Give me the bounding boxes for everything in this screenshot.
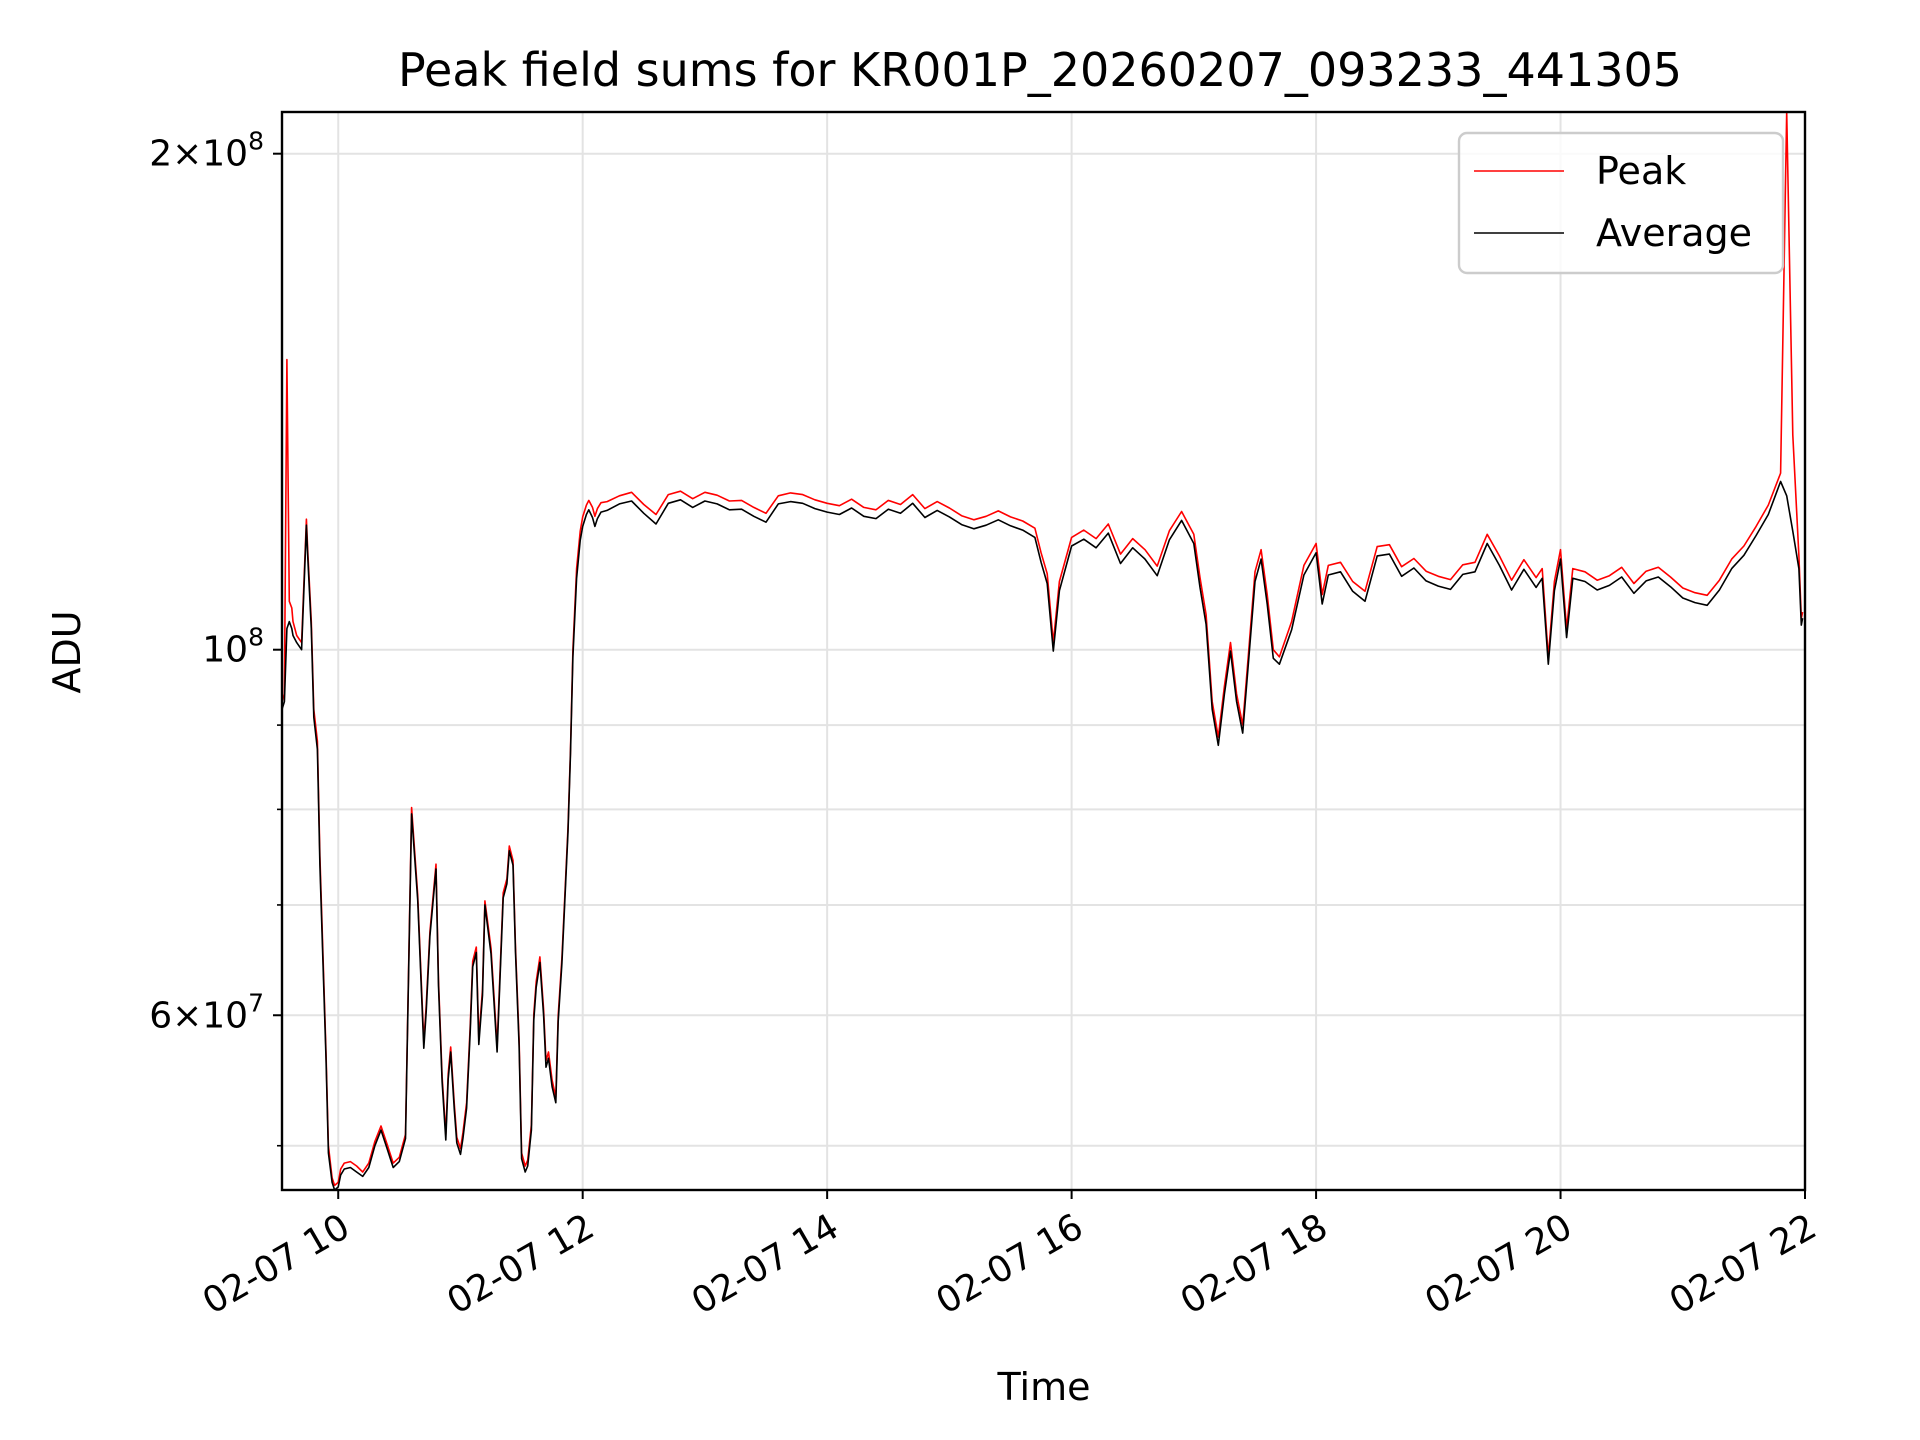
x-axis-label: Time (997, 1365, 1091, 1409)
legend-box (1457, 131, 1785, 275)
y-tick-label: 2×108 (149, 127, 264, 175)
legend-average-label: Average (1596, 211, 1752, 255)
grid-layer (282, 112, 1806, 1190)
legend: Peak Average (1457, 131, 1785, 275)
y-axis-label: ADU (45, 610, 89, 693)
y-tick-label: 108 (202, 623, 264, 671)
average-series-line (282, 480, 1804, 1190)
plot-frame (280, 110, 1807, 1192)
series-layer (282, 112, 1804, 1190)
y-tick-label: 6×107 (149, 988, 264, 1036)
chart-title: Peak field sums for KR001P_20260207_0932… (398, 43, 1682, 97)
legend-peak-label: Peak (1596, 149, 1686, 193)
